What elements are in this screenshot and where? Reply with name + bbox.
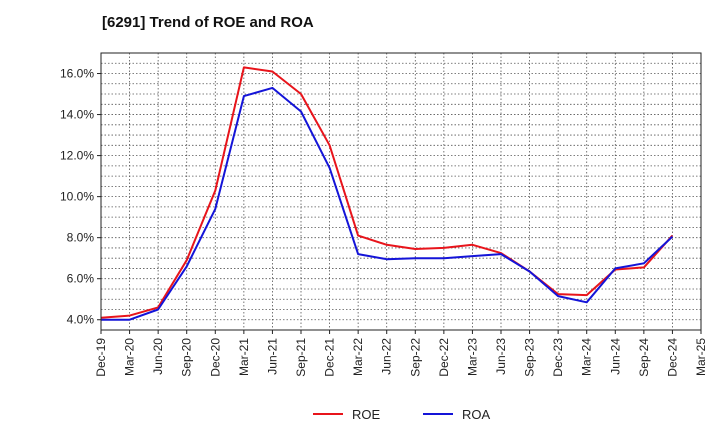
x-tick-label: Jun-22 [380,338,394,375]
y-tick-label: 8.0% [67,231,95,245]
y-tick-label: 6.0% [67,272,95,286]
x-tick-label: Sep-23 [523,338,537,377]
x-tick-label: Jun-21 [265,338,279,375]
x-tick-label: Dec-22 [437,338,451,377]
plot-area [101,53,701,330]
grid-layer [100,52,702,331]
x-tick-label: Dec-24 [665,338,679,377]
series-line-roa [101,86,674,321]
x-tick-label: Dec-23 [551,338,565,377]
x-tick-label: Dec-20 [208,338,222,377]
x-tick-label: Dec-21 [323,338,337,377]
chart-title: [6291] Trend of ROE and ROA [102,14,314,31]
x-tick-label: Jun-20 [151,338,165,375]
x-tick-label: Mar-23 [465,338,479,376]
y-tick-label: 10.0% [60,190,94,204]
x-tick-label: Sep-20 [180,338,194,377]
x-tick-label: Mar-22 [351,338,365,376]
x-tick-label: Jun-24 [608,338,622,375]
y-tick-label: 16.0% [60,67,94,81]
y-tick-label: 4.0% [67,313,95,327]
x-tick-label: Sep-24 [637,338,651,377]
x-tick-label: Mar-20 [123,338,137,376]
x-tick-label: Mar-25 [694,338,708,376]
axis-layer: 4.0% 6.0% 8.0% 10.0% 12.0% 14.0% 16.0% Dec-19 Ma… [60,52,708,377]
x-tick-label: Mar-21 [237,338,251,376]
series-layer [100,66,674,321]
legend-label-roe: ROE [352,407,381,422]
y-tick-label: 12.0% [60,149,94,163]
y-tick-label: 14.0% [60,108,94,122]
x-tick-label: Dec-19 [94,338,108,377]
plot-border [100,52,702,331]
x-tick-label: Sep-21 [294,338,308,377]
legend: ROE ROA [313,407,491,422]
x-tick-label: Mar-24 [580,338,594,376]
series-line-roe [100,66,674,319]
x-tick-label: Jun-23 [494,338,508,375]
x-tick-label: Sep-22 [408,338,422,377]
legend-label-roa: ROA [462,407,491,422]
